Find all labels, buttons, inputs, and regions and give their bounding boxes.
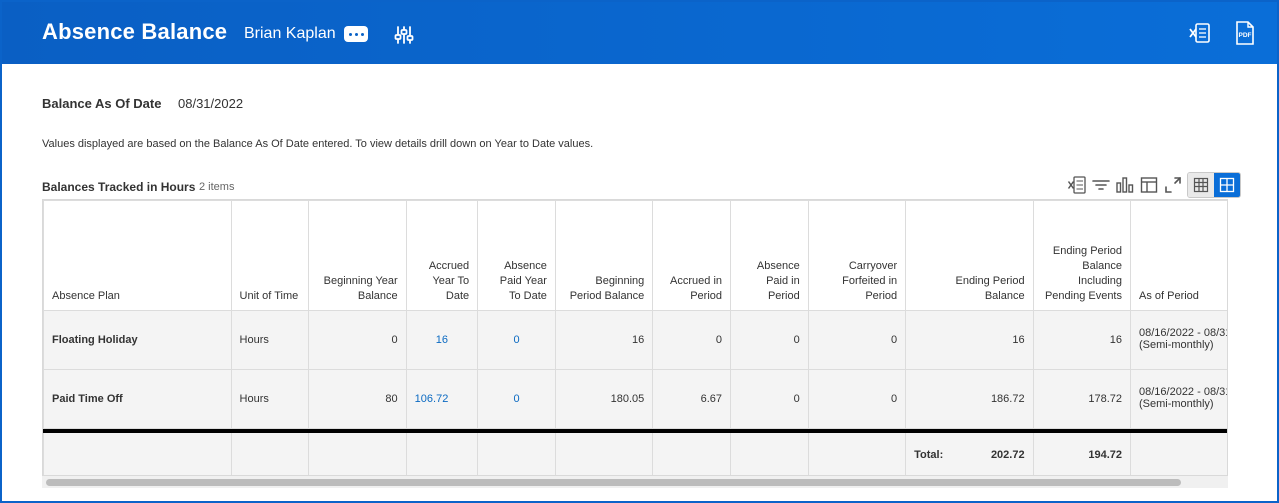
empty-cell (652, 432, 732, 475)
accrued-ytd-link[interactable]: 106.72 (405, 369, 479, 429)
begin-year-cell: 80 (308, 369, 407, 429)
page-title: Absence Balance (42, 19, 228, 44)
export-excel-icon[interactable] (1065, 173, 1089, 197)
carryover-cell: 0 (807, 369, 907, 429)
empty-cell (308, 432, 407, 475)
dot-icon (360, 32, 364, 36)
as-of-period-frequency: (Semi-monthly) (1139, 398, 1214, 410)
column-header[interactable]: Beginning Year Balance (308, 200, 407, 311)
column-header[interactable]: As of Period (1130, 200, 1227, 311)
worker-name-link[interactable]: Brian Kaplan (244, 25, 336, 42)
as-of-period-cell: 08/16/2022 - 08/31/2022 (Semi-monthly) (1130, 310, 1227, 370)
column-header[interactable]: Absence Paid Year To Date (477, 200, 556, 311)
ending-pending-cell: 16 (1032, 310, 1132, 370)
ending-balance-cell: 16 (905, 310, 1034, 370)
column-header[interactable]: Absence Paid in Period (730, 200, 809, 311)
empty-cell (807, 432, 907, 475)
dot-icon (354, 32, 358, 36)
paid-period-cell: 0 (730, 369, 809, 429)
as-of-period-frequency: (Semi-monthly) (1139, 339, 1214, 351)
empty-cell (405, 432, 479, 475)
absence-balance-table: Absence Plan Unit of Time Beginning Year… (42, 199, 1228, 476)
grid-title: Balances Tracked in Hours (42, 180, 196, 194)
begin-year-cell: 0 (308, 310, 407, 370)
paid-period-cell: 0 (730, 310, 809, 370)
column-header[interactable]: Accrued Year To Date (405, 200, 479, 311)
chart-icon[interactable] (1113, 173, 1137, 197)
empty-cell (230, 432, 310, 475)
grid-item-count: 2 items (199, 181, 235, 193)
as-of-period-range: 08/16/2022 - 08/31/2022 (1139, 386, 1227, 398)
table-row: Floating Holiday Hours 0 16 0 16 0 0 0 1… (43, 310, 1227, 370)
fullscreen-icon[interactable] (1161, 173, 1185, 197)
table-view-icon[interactable] (1188, 173, 1214, 197)
scrollbar-thumb[interactable] (46, 479, 1181, 486)
total-ending-cell: Total: 202.72 (905, 432, 1034, 475)
empty-cell (477, 432, 556, 475)
info-note: Values displayed are based on the Balanc… (42, 138, 594, 150)
absence-plan-cell: Floating Holiday (43, 310, 232, 370)
absence-plan-cell: Paid Time Off (43, 369, 232, 429)
column-header[interactable]: Beginning Period Balance (554, 200, 654, 311)
accrued-period-cell: 6.67 (652, 369, 732, 429)
ending-pending-cell: 178.72 (1032, 369, 1132, 429)
table-header-row: Absence Plan Unit of Time Beginning Year… (43, 200, 1227, 311)
empty-cell (1130, 432, 1227, 475)
export-excel-icon[interactable] (1188, 21, 1212, 45)
column-header[interactable]: Absence Plan (43, 200, 232, 311)
sliders-icon[interactable] (393, 24, 415, 46)
column-header[interactable]: Carryover Forfeited in Period (807, 200, 907, 311)
total-row: Total: 202.72 194.72 (43, 432, 1227, 475)
begin-period-cell: 16 (554, 310, 654, 370)
unit-cell: Hours (230, 369, 310, 429)
balance-date-label: Balance As Of Date (42, 96, 162, 111)
column-header[interactable]: Ending Period Balance Including Pending … (1032, 200, 1132, 311)
view-toggle (1187, 172, 1241, 198)
column-header[interactable]: Unit of Time (230, 200, 310, 311)
column-layout-icon[interactable] (1137, 173, 1161, 197)
grid-view-icon[interactable] (1214, 173, 1240, 197)
total-ending-value: 202.72 (990, 449, 1025, 461)
accrued-ytd-link[interactable]: 16 (405, 310, 479, 370)
carryover-cell: 0 (807, 310, 907, 370)
begin-period-cell: 180.05 (554, 369, 654, 429)
related-actions-button[interactable] (344, 26, 368, 42)
balance-date-value: 08/31/2022 (178, 96, 244, 111)
column-header[interactable]: Accrued in Period (652, 200, 732, 311)
paid-ytd-link[interactable]: 0 (477, 369, 556, 429)
export-pdf-icon[interactable]: PDF (1234, 20, 1256, 46)
empty-cell (554, 432, 654, 475)
column-header[interactable]: Ending Period Balance (905, 200, 1034, 311)
unit-cell: Hours (230, 310, 310, 370)
paid-ytd-link[interactable]: 0 (477, 310, 556, 370)
table-row: Paid Time Off Hours 80 106.72 0 180.05 6… (43, 369, 1227, 429)
accrued-period-cell: 0 (652, 310, 732, 370)
empty-cell (730, 432, 809, 475)
svg-text:PDF: PDF (1239, 32, 1252, 39)
page-header: Absence Balance Brian Kaplan (2, 2, 1277, 64)
filter-icon[interactable] (1089, 173, 1113, 197)
grid-toolbar (1065, 172, 1241, 198)
total-label: Total: (914, 449, 944, 461)
empty-cell (43, 432, 232, 475)
ending-balance-cell: 186.72 (905, 369, 1034, 429)
as-of-period-range: 08/16/2022 - 08/31/2022 (1139, 327, 1227, 339)
dot-icon (348, 32, 352, 36)
total-ending-pending-value: 194.72 (1032, 432, 1132, 475)
horizontal-scrollbar[interactable] (42, 476, 1228, 488)
as-of-period-cell: 08/16/2022 - 08/31/2022 (Semi-monthly) (1130, 369, 1227, 429)
